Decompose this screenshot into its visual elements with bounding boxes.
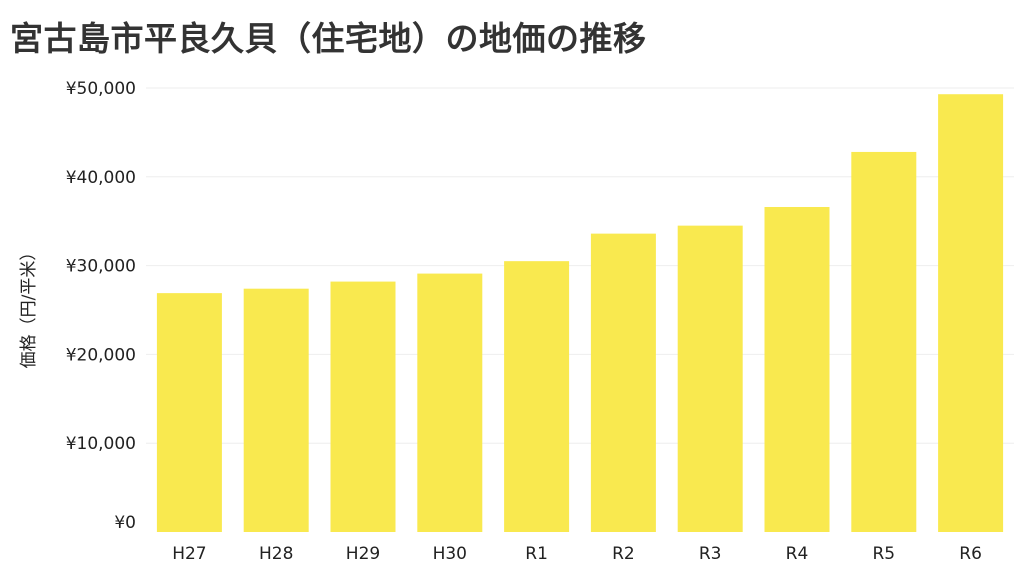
bar-r4[interactable]: [764, 206, 830, 532]
y-tick-label: ¥0: [114, 513, 136, 533]
bar-r2[interactable]: [590, 233, 656, 532]
x-tick-label: R5: [872, 544, 895, 564]
bars: [156, 94, 1004, 532]
x-tick-label: R6: [959, 544, 982, 564]
bar-r5[interactable]: [851, 151, 917, 532]
bar-r6[interactable]: [938, 94, 1004, 532]
y-tick-label: ¥10,000: [66, 434, 136, 454]
y-tick-label: ¥30,000: [66, 257, 136, 277]
x-tick-label: H28: [259, 544, 293, 564]
y-tick-label: ¥50,000: [66, 79, 136, 99]
x-tick-labels: H27 H28 H29 H30 R1 R2 R3 R4 R5 R6: [172, 544, 982, 564]
y-tick-label: ¥20,000: [66, 345, 136, 365]
bar-h29[interactable]: [330, 281, 396, 532]
y-tick-labels: ¥0 ¥10,000 ¥20,000 ¥30,000 ¥40,000 ¥50,000: [66, 79, 136, 533]
bar-h30[interactable]: [417, 273, 483, 532]
x-tick-label: H27: [172, 544, 206, 564]
x-tick-label: R1: [525, 544, 548, 564]
bar-h27[interactable]: [156, 293, 222, 532]
bar-h28[interactable]: [243, 288, 309, 532]
y-tick-label: ¥40,000: [66, 168, 136, 188]
y-axis-title: 価格（円/平米）: [19, 244, 39, 369]
bar-r1[interactable]: [504, 261, 570, 532]
x-tick-label: R3: [699, 544, 722, 564]
bar-r3[interactable]: [677, 225, 743, 532]
x-tick-label: H29: [346, 544, 380, 564]
x-tick-label: H30: [433, 544, 467, 564]
x-tick-label: R4: [786, 544, 809, 564]
chart-title: 宮古島市平良久貝（住宅地）の地価の推移: [10, 19, 647, 58]
x-tick-label: R2: [612, 544, 635, 564]
